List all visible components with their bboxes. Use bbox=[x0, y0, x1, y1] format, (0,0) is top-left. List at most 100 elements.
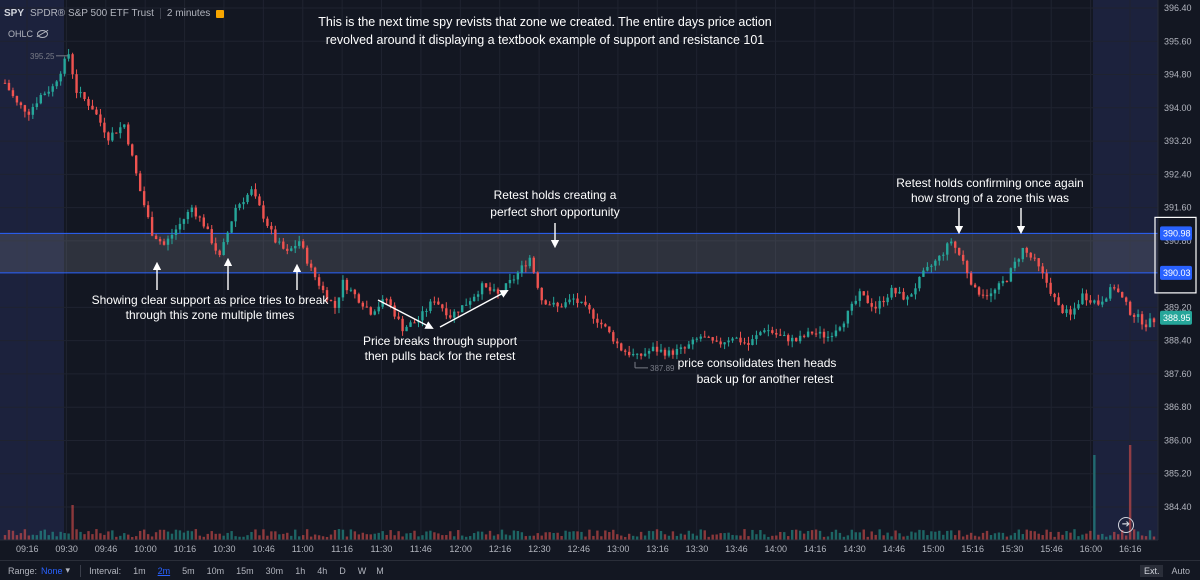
candle bbox=[918, 276, 921, 289]
volume-bar bbox=[524, 536, 528, 540]
volume-bar bbox=[532, 535, 535, 540]
interval-1h[interactable]: 1h bbox=[295, 565, 306, 576]
volume-bar bbox=[965, 534, 969, 540]
annotation-text: back up for another retest bbox=[697, 372, 834, 386]
interval-2m[interactable]: 2m bbox=[157, 565, 171, 576]
price-chart[interactable]: 395.25 387.89 396.40 395.60 394.80 394.00 393.… bbox=[0, 0, 1200, 560]
candle bbox=[1120, 292, 1124, 298]
ext-button[interactable]: Ext. bbox=[1139, 564, 1164, 577]
interval-5m[interactable]: 5m bbox=[182, 565, 195, 576]
volume-bar bbox=[361, 532, 365, 540]
volume-bar bbox=[425, 531, 428, 540]
candle bbox=[763, 330, 766, 333]
volume-bar bbox=[158, 529, 162, 540]
candle bbox=[127, 124, 130, 145]
volume-bar bbox=[43, 529, 46, 540]
volume-bar bbox=[556, 532, 559, 540]
volume-bar bbox=[938, 530, 941, 540]
volume-bar bbox=[55, 536, 58, 540]
volume-bar bbox=[409, 533, 412, 540]
range-select[interactable]: None bbox=[41, 565, 63, 576]
candle bbox=[449, 315, 452, 318]
candle bbox=[894, 287, 897, 294]
interval-30m[interactable]: 30m bbox=[265, 565, 284, 576]
candle bbox=[107, 132, 110, 141]
volume-bar bbox=[321, 536, 325, 540]
candle bbox=[433, 301, 436, 303]
candle bbox=[1069, 309, 1072, 315]
candle bbox=[592, 309, 595, 319]
chevron-down-icon[interactable]: ▾ bbox=[65, 565, 71, 575]
ohlc-legend[interactable]: OHLC bbox=[8, 29, 49, 39]
volume-bar bbox=[421, 535, 424, 540]
volume-bar bbox=[286, 532, 289, 540]
volume-bar bbox=[1109, 535, 1112, 540]
volume-bar bbox=[389, 530, 392, 540]
x-tick-label: 10:30 bbox=[213, 544, 236, 554]
candle bbox=[1113, 287, 1116, 289]
candle bbox=[814, 333, 818, 335]
volume-bar bbox=[942, 534, 945, 540]
volume-bar bbox=[393, 535, 396, 540]
volume-bar bbox=[39, 530, 42, 540]
alert-dot-icon bbox=[216, 9, 225, 18]
annotation-text: Showing clear support as price tries to … bbox=[92, 293, 330, 307]
zone-high-price-label: 390.98 bbox=[1163, 228, 1191, 238]
volume-bar bbox=[79, 531, 82, 540]
candle bbox=[389, 299, 392, 306]
candle bbox=[548, 304, 551, 306]
candle bbox=[150, 217, 154, 236]
volume-bar bbox=[588, 529, 591, 540]
timeframe-label[interactable]: 2 minutes bbox=[159, 8, 210, 19]
scroll-to-realtime-icon[interactable]: ➔ bbox=[1118, 517, 1134, 533]
candle bbox=[31, 107, 35, 115]
volume-bar bbox=[711, 534, 714, 540]
interval-4h[interactable]: 4h bbox=[317, 565, 328, 576]
volume-bar bbox=[914, 532, 917, 540]
volume-bar bbox=[75, 529, 78, 540]
volume-bar bbox=[103, 534, 106, 540]
volume-bar bbox=[242, 536, 245, 540]
candle bbox=[846, 310, 850, 324]
candle bbox=[357, 294, 361, 303]
volume-bar bbox=[162, 529, 166, 540]
volume-bar bbox=[1148, 530, 1152, 540]
candle bbox=[783, 335, 786, 337]
volume-bar bbox=[934, 531, 937, 540]
symbol-description: SPDR® S&P 500 ETF Trust bbox=[30, 8, 154, 19]
interval-W[interactable]: W bbox=[357, 565, 367, 576]
volume-bar bbox=[262, 529, 265, 540]
candle bbox=[600, 322, 603, 325]
candle bbox=[91, 105, 94, 110]
candle bbox=[779, 334, 782, 336]
volume-bar bbox=[564, 530, 567, 540]
eye-hidden-icon[interactable] bbox=[37, 30, 49, 38]
candle bbox=[695, 338, 698, 340]
volume-bar bbox=[946, 530, 949, 540]
interval-10m[interactable]: 10m bbox=[206, 565, 225, 576]
candle bbox=[1013, 261, 1017, 269]
volume-bar bbox=[1101, 533, 1104, 540]
interval-1m[interactable]: 1m bbox=[133, 565, 146, 576]
auto-button[interactable]: Auto bbox=[1171, 565, 1190, 576]
volume-bar bbox=[190, 531, 194, 540]
interval-D[interactable]: D bbox=[339, 565, 346, 576]
volume-bar bbox=[1045, 529, 1048, 540]
candle bbox=[540, 287, 543, 301]
candle bbox=[854, 300, 858, 304]
symbol-header[interactable]: SPY SPDR® S&P 500 ETF Trust 2 minutes bbox=[4, 8, 225, 19]
candle bbox=[616, 341, 619, 344]
candle bbox=[305, 247, 309, 264]
volume-bar bbox=[560, 536, 563, 540]
volume-bar bbox=[373, 533, 376, 540]
candle bbox=[142, 191, 146, 206]
volume-bar bbox=[822, 536, 826, 540]
candle bbox=[83, 92, 86, 100]
y-tick-label: 395.60 bbox=[1164, 36, 1192, 46]
candle bbox=[870, 303, 873, 307]
volume-bar bbox=[1124, 535, 1128, 540]
interval-15m[interactable]: 15m bbox=[236, 565, 254, 576]
volume-bar bbox=[154, 532, 158, 540]
candle bbox=[472, 296, 476, 302]
interval-M[interactable]: M bbox=[376, 565, 384, 576]
